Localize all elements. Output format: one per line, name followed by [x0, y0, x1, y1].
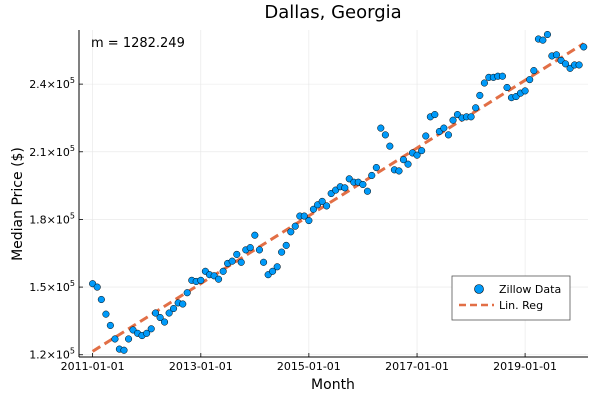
data-point: [93, 283, 101, 291]
data-point: [472, 104, 480, 112]
data-point: [503, 83, 511, 92]
data-point: [526, 76, 534, 84]
data-point: [363, 187, 372, 195]
y-tick-label: 1.5×105: [29, 279, 75, 294]
y-tick-label: 2.4×105: [29, 76, 75, 91]
data-point: [476, 91, 484, 99]
data-point: [530, 67, 538, 75]
x-tick-label: 2017-01-01: [385, 360, 449, 373]
x-tick-label: 2011-01-01: [61, 360, 125, 373]
data-point: [269, 267, 277, 275]
data-point: [309, 205, 317, 213]
data-point: [102, 310, 110, 318]
legend-label-linreg: Lin. Reg: [499, 299, 543, 312]
data-point: [580, 43, 588, 51]
y-tick-label: 2.1×105: [29, 144, 75, 159]
data-point: [368, 171, 376, 180]
data-point: [498, 72, 507, 80]
y-tick-label: 1.2×105: [29, 347, 75, 362]
tick-labels: 2011-01-01 2013-01-01 2015-01-01 2017-01-01…: [29, 76, 557, 373]
data-point: [341, 184, 349, 192]
y-tick-label: 1.8×105: [29, 211, 75, 226]
scatter-points-layer: [89, 30, 588, 354]
regression-line-layer: [91, 42, 585, 353]
legend-box: [451, 275, 571, 321]
data-point: [106, 321, 114, 329]
data-point: [300, 212, 308, 220]
x-tick-label: 2019-01-01: [493, 360, 557, 373]
x-tick-label: 2013-01-01: [169, 360, 233, 373]
data-point: [183, 289, 191, 297]
data-point: [125, 335, 133, 343]
data-point: [381, 131, 389, 139]
data-point: [413, 151, 421, 159]
data-point: [147, 325, 155, 333]
y-axis-title: Median Price ($): [10, 147, 26, 261]
data-point: [386, 142, 394, 150]
data-point: [228, 257, 236, 265]
data-point: [575, 61, 583, 69]
data-point: [377, 124, 385, 132]
data-point: [395, 167, 403, 175]
x-tick-label: 2015-01-01: [277, 360, 341, 373]
data-point: [444, 131, 452, 139]
data-point: [160, 318, 169, 326]
data-point: [539, 36, 547, 44]
data-point: [273, 263, 281, 271]
data-point: [449, 116, 457, 124]
data-point: [431, 111, 439, 119]
data-point: [197, 276, 205, 284]
data-point: [233, 250, 241, 258]
chart-title: Dallas, Georgia: [264, 2, 401, 23]
legend-label-zillow: Zillow Data: [499, 283, 561, 296]
data-point: [255, 246, 263, 254]
data-point: [318, 197, 326, 205]
data-point: [404, 160, 412, 168]
data-point: [97, 295, 105, 304]
data-point: [156, 313, 164, 322]
axes: [78, 30, 588, 358]
data-point: [543, 30, 551, 39]
data-point: [372, 164, 380, 172]
data-point: [399, 156, 407, 164]
data-point: [170, 304, 178, 313]
data-point: [305, 217, 313, 225]
data-point: [278, 248, 286, 256]
data-point: [143, 329, 151, 337]
data-point: [359, 180, 367, 189]
data-point: [418, 147, 426, 155]
data-point: [165, 309, 173, 317]
data-point: [561, 60, 570, 68]
data-point: [215, 275, 223, 283]
data-point: [237, 258, 245, 266]
slope-annotation: m = 1282.249: [91, 36, 185, 51]
legend-marker-zillow: [474, 284, 484, 294]
regression-line: [91, 42, 585, 353]
data-point: [251, 231, 259, 239]
legend: Zillow Data Lin. Reg: [451, 275, 571, 321]
data-point: [467, 113, 475, 121]
data-point: [120, 346, 128, 354]
data-point: [287, 228, 295, 236]
data-point: [440, 124, 448, 132]
grid: [79, 30, 588, 357]
data-point: [422, 132, 430, 140]
data-point: [552, 51, 561, 59]
data-point: [480, 79, 488, 87]
data-point: [151, 309, 160, 317]
data-point: [282, 241, 290, 249]
data-point: [521, 87, 529, 95]
data-point: [260, 258, 268, 266]
data-point: [291, 222, 299, 230]
data-point: [323, 202, 331, 210]
data-point: [246, 244, 254, 252]
data-point: [111, 335, 119, 343]
x-axis-title: Month: [311, 377, 355, 393]
data-point: [179, 300, 187, 308]
data-point: [219, 267, 227, 275]
